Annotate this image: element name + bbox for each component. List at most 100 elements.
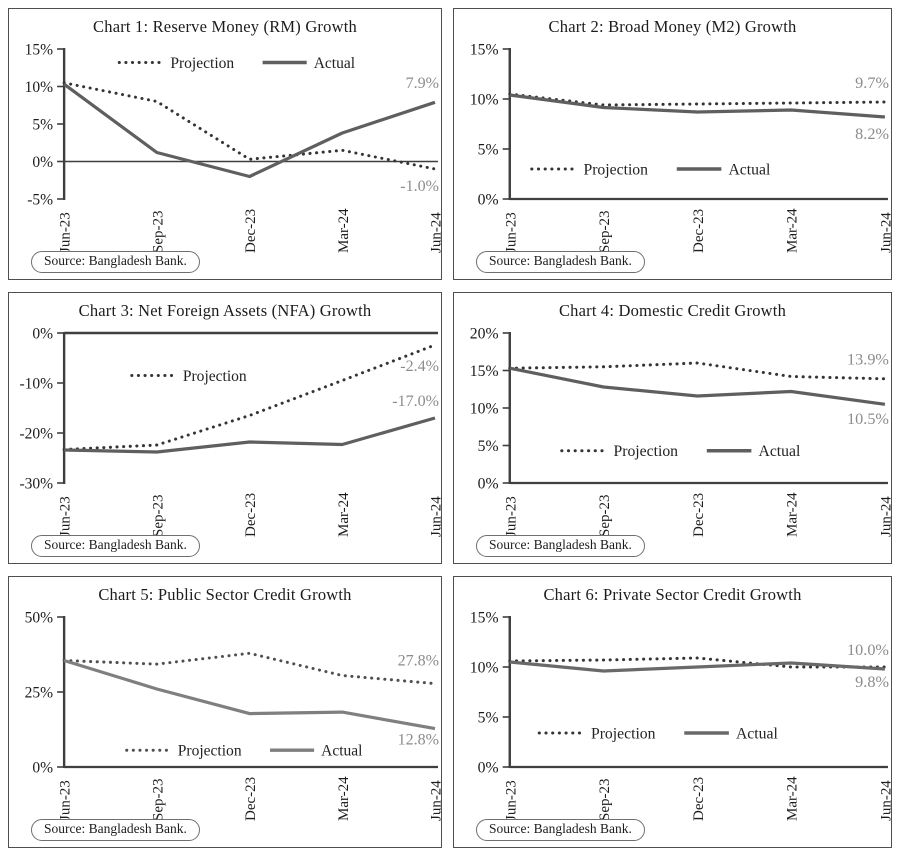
chart-panel-1: Chart 1: Reserve Money (RM) Growth 15% 10…	[8, 8, 442, 280]
x-tick-label: Jun-23	[58, 496, 74, 537]
x-tick-label: Mar-24	[336, 208, 352, 253]
end-value-label: 13.9%	[847, 352, 889, 369]
x-tick-label: Jun-24	[428, 212, 441, 253]
source-badge: Source: Bangladesh Bank.	[31, 535, 200, 557]
chart-plot: 20% 15% 10% 5% 0% 13.9% 10.5% Projection Actual J…	[470, 326, 891, 537]
x-tick-label: Jun-23	[58, 212, 74, 253]
x-tick-label: Jun-24	[878, 780, 891, 821]
chart-plot: 50% 25% 0% 27.8% 12.8% Projection Actual Jun-23…	[25, 610, 441, 821]
source-label: Source: Bangladesh Bank.	[44, 821, 187, 836]
y-tick-label: 15%	[470, 42, 499, 59]
chart-title: Chart 1: Reserve Money (RM) Growth	[93, 17, 357, 36]
y-tick-label: 10%	[25, 79, 54, 96]
source-label: Source: Bangladesh Bank.	[489, 537, 632, 552]
end-value-label: 27.8%	[398, 653, 439, 670]
source-badge: Source: Bangladesh Bank.	[476, 535, 645, 557]
x-tick-label: Mar-24	[336, 776, 352, 821]
chart-panel-5: Chart 5: Public Sector Credit Growth 50%…	[8, 576, 442, 848]
end-value-label: 9.8%	[855, 674, 889, 691]
legend-label: Actual	[728, 162, 771, 179]
series-actual	[509, 660, 886, 673]
chart-plot: 15% 10% 5% 0% 9.7% 8.2% Projection Actual Jun-23…	[470, 42, 891, 253]
chart-panel-6: Chart 6: Private Sector Credit Growth 15…	[453, 576, 892, 848]
y-tick-label: -30%	[19, 476, 53, 493]
end-value-label: 9.7%	[855, 75, 889, 92]
source-badge: Source: Bangladesh Bank.	[31, 251, 200, 273]
x-tick-label: Jun-23	[503, 496, 519, 537]
chart-panel-4: Chart 4: Domestic Credit Growth 20% 15% 10…	[453, 292, 892, 564]
y-tick-label: 5%	[478, 710, 499, 727]
x-tick-label: Dec-23	[243, 209, 259, 253]
x-tick-label: Mar-24	[785, 492, 801, 537]
legend-label: Projection	[591, 726, 656, 743]
chart-plot: 15% 10% 5% 0% -5% -1.0% 7.9% Projection Actual Ju…	[25, 42, 441, 253]
y-tick-label: 5%	[478, 438, 499, 455]
legend-label: Projection	[183, 368, 247, 385]
chart-title: Chart 3: Net Foreign Assets (NFA) Growth	[78, 301, 372, 320]
y-tick-label: 15%	[470, 610, 499, 627]
x-tick-label: Jun-24	[878, 212, 891, 253]
x-tick-label: Sep-23	[150, 211, 166, 253]
series-projection	[508, 92, 887, 107]
x-tick-label: Sep-23	[150, 779, 166, 821]
chart-plot: 15% 10% 5% 0% 10.0% 9.8% Projection Actual Jun-2…	[470, 610, 891, 821]
chart-title: Chart 2: Broad Money (M2) Growth	[548, 17, 797, 36]
y-tick-label: 0%	[32, 760, 53, 777]
y-tick-label: 25%	[25, 685, 54, 702]
x-tick-label: Mar-24	[785, 776, 801, 821]
source-label: Source: Bangladesh Bank.	[489, 821, 632, 836]
x-tick-label: Jun-24	[428, 780, 441, 821]
series-projection	[508, 361, 887, 381]
end-value-label: 7.9%	[406, 75, 439, 92]
y-tick-label: 0%	[478, 192, 499, 209]
x-tick-label: Mar-24	[336, 492, 352, 537]
end-value-label: 8.2%	[855, 126, 889, 143]
x-tick-label: Sep-23	[597, 211, 613, 253]
x-tick-label: Dec-23	[243, 493, 259, 537]
series-actual	[64, 416, 436, 454]
chart-panel-3: Chart 3: Net Foreign Assets (NFA) Growth…	[8, 292, 442, 564]
y-tick-label: 0%	[32, 326, 53, 343]
y-tick-label: 5%	[478, 142, 499, 159]
source-badge: Source: Bangladesh Bank.	[476, 251, 645, 273]
x-tick-label: Dec-23	[243, 777, 259, 821]
x-tick-label: Dec-23	[691, 777, 707, 821]
source-badge: Source: Bangladesh Bank.	[31, 819, 200, 841]
y-tick-label: 0%	[478, 476, 499, 493]
x-tick-label: Sep-23	[597, 779, 613, 821]
legend-label: Projection	[178, 743, 242, 760]
legend-label: Projection	[170, 55, 234, 72]
source-badge: Source: Bangladesh Bank.	[476, 819, 645, 841]
x-tick-label: Jun-23	[58, 780, 74, 821]
series-actual	[509, 93, 886, 119]
y-tick-label: -10%	[19, 376, 53, 393]
series-actual	[63, 82, 436, 179]
y-tick-label: 0%	[478, 760, 499, 777]
y-tick-label: 20%	[470, 326, 499, 343]
y-tick-label: 10%	[470, 92, 499, 109]
legend-label: Actual	[736, 726, 779, 743]
x-tick-label: Dec-23	[691, 209, 707, 253]
x-tick-label: Mar-24	[785, 208, 801, 253]
legend-label: Actual	[758, 443, 801, 460]
y-tick-label: -5%	[27, 192, 53, 209]
series-projection	[62, 651, 437, 686]
chart-title: Chart 6: Private Sector Credit Growth	[543, 585, 802, 604]
source-label: Source: Bangladesh Bank.	[489, 253, 632, 268]
chart-title: Chart 5: Public Sector Credit Growth	[98, 585, 352, 604]
series-projection	[62, 81, 437, 171]
end-value-label: -17.0%	[392, 393, 439, 410]
y-tick-label: 50%	[25, 610, 54, 627]
y-tick-label: 15%	[25, 42, 54, 59]
end-value-label: 12.8%	[398, 732, 439, 749]
chart-plot: 0% -10% -20% -30% -2.4% -17.0% Projection Jun-2…	[19, 326, 441, 537]
end-value-label: -1.0%	[400, 178, 439, 195]
chart-title: Chart 4: Domestic Credit Growth	[558, 301, 787, 320]
chart-panel-2: Chart 2: Broad Money (M2) Growth 15% 10% 5…	[453, 8, 892, 280]
x-tick-label: Sep-23	[150, 495, 166, 537]
y-tick-label: 10%	[470, 401, 499, 418]
x-tick-label: Dec-23	[691, 493, 707, 537]
y-tick-label: 0%	[32, 154, 53, 171]
legend-label: Projection	[583, 162, 648, 179]
x-tick-label: Jun-24	[428, 496, 441, 537]
